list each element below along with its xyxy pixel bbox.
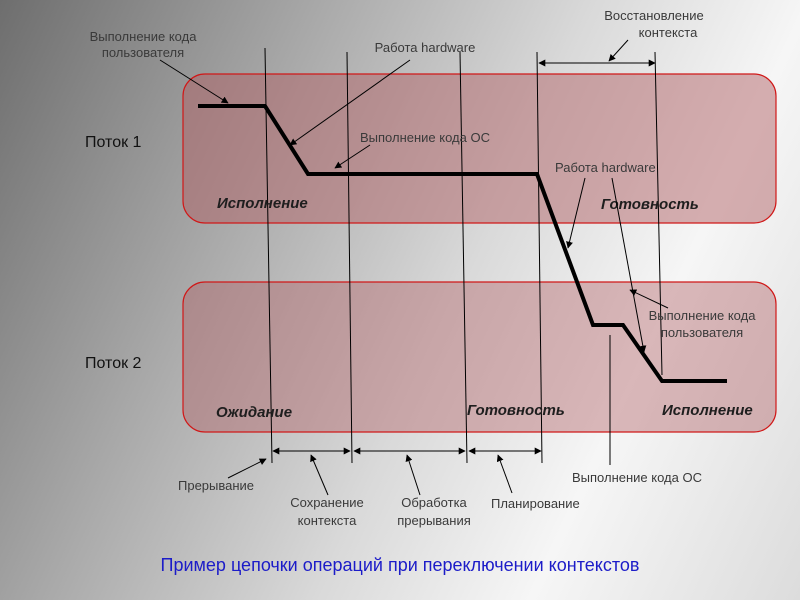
state-thread2-execution: Исполнение	[662, 402, 753, 419]
pointer-restore-context	[608, 39, 629, 62]
state-thread2-ready: Готовность	[467, 402, 565, 419]
label-planning: Планирование	[491, 496, 580, 511]
label-save-context: Сохранение	[290, 495, 364, 510]
label-interrupt: Прерывание	[178, 478, 254, 493]
label-os-code-bottom: Выполнение кода ОС	[572, 470, 702, 485]
pointer-user-code-right	[629, 289, 669, 309]
label-user-code-right: Выполнение кода	[649, 308, 757, 323]
label-interrupt-handling-2: прерывания	[397, 513, 471, 528]
thread1-label: Поток 1	[85, 134, 142, 151]
time-dividers	[264, 47, 663, 465]
label-restore-context-2: контекста	[639, 25, 698, 40]
divider-line	[536, 51, 543, 464]
pointer-planning	[496, 454, 513, 494]
pointer-interrupt	[227, 458, 267, 479]
pointer-save-context	[310, 454, 329, 496]
interval-arrows	[272, 59, 656, 455]
pointer-hardware-top	[289, 59, 411, 146]
thread2-band	[182, 281, 777, 433]
divider-line	[346, 51, 353, 464]
label-save-context-2: контекста	[298, 513, 357, 528]
label-user-code-top: Выполнение кода	[90, 29, 198, 44]
pointer-arrows	[159, 39, 669, 496]
pointer-hardware-mid-1	[566, 177, 586, 249]
diagram-caption: Пример цепочки операций при переключении…	[161, 555, 640, 575]
label-interrupt-handling: Обработка	[401, 495, 467, 510]
label-restore-context: Восстановление	[604, 8, 703, 23]
pointer-user-code-top	[159, 59, 229, 104]
thread1-band	[182, 73, 777, 224]
divider-line	[264, 47, 273, 464]
divider-line	[459, 51, 468, 464]
pointer-interrupt-handling	[405, 454, 421, 496]
label-hardware-top: Работа hardware	[375, 40, 476, 55]
state-thread1-ready: Готовность	[601, 196, 699, 213]
thread2-label: Поток 2	[85, 355, 142, 372]
label-user-code-right-2: пользователя	[661, 325, 743, 340]
pointer-os-code-top	[334, 144, 371, 169]
label-hardware-mid: Работа hardware	[555, 160, 656, 175]
state-thread2-waiting: Ожидание	[216, 404, 292, 421]
label-user-code-top-2: пользователя	[102, 45, 184, 60]
divider-line	[654, 51, 663, 376]
execution-path	[198, 104, 727, 383]
pointer-hardware-mid-2	[611, 177, 647, 353]
state-thread1-execution: Исполнение	[217, 195, 308, 212]
label-os-code-top: Выполнение кода ОС	[360, 130, 490, 145]
